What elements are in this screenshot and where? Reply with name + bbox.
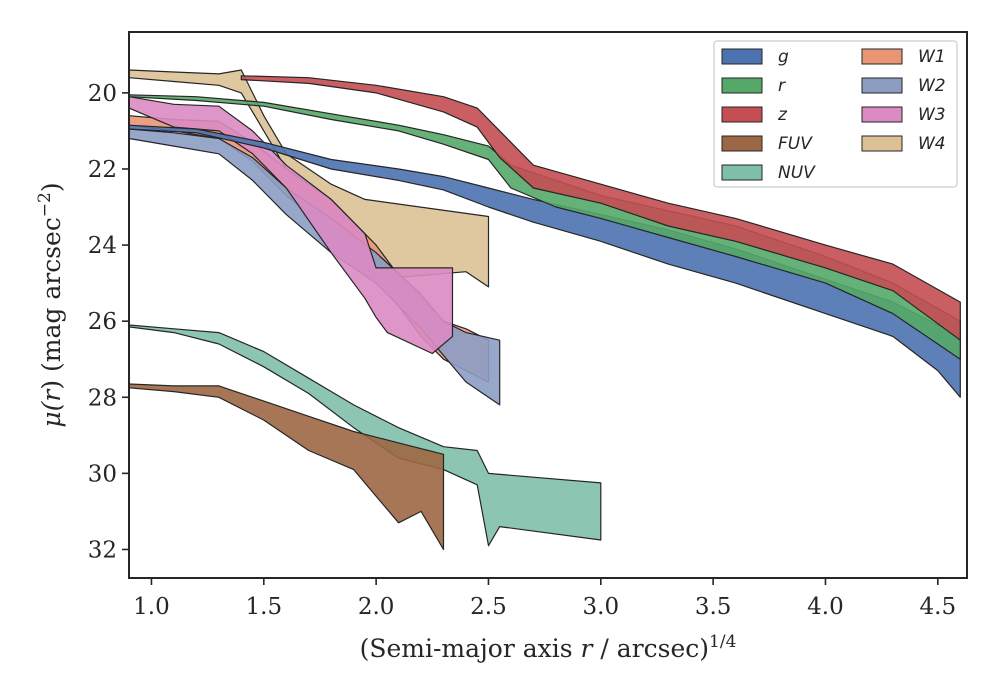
x-tick-label: 2.5 <box>470 594 507 620</box>
x-axis-label-exponent: 1/4 <box>709 632 736 652</box>
y-axis-label: μ(r) (mag arcsec−2) <box>35 182 66 427</box>
y-tick-label: 28 <box>88 385 117 411</box>
legend-swatch-nuv <box>721 164 763 181</box>
x-axis-ticks: 1.0 1.5 2.0 2.5 3.0 3.5 4.0 4.5 <box>133 578 956 620</box>
legend-swatch-w4 <box>861 135 903 152</box>
x-tick-label: 3.5 <box>695 594 732 620</box>
x-tick-label: 3.0 <box>583 594 620 620</box>
y-axis-label-close: ) <box>37 182 66 192</box>
legend-label-r: r <box>778 76 786 96</box>
legend-label-w1: W1 <box>918 47 946 67</box>
legend-label-g: g <box>778 47 789 67</box>
legend-swatch-g <box>721 48 763 65</box>
band-z <box>240 75 961 341</box>
y-axis-label-exponent: −2 <box>35 192 55 217</box>
x-tick-label: 1.0 <box>133 594 170 620</box>
legend-label-nuv: NUV <box>778 163 816 183</box>
y-axis-label-tail: ) (mag arcsec <box>37 217 66 390</box>
legend-swatch-z <box>721 106 763 123</box>
x-tick-label: 4.5 <box>920 594 957 620</box>
x-tick-label: 2.0 <box>358 594 395 620</box>
y-tick-label: 30 <box>88 461 117 487</box>
legend-swatch-fuv <box>721 135 763 152</box>
profile-bands <box>129 69 961 551</box>
x-tick-label: 4.0 <box>807 594 844 620</box>
legend-swatch-r <box>721 77 763 94</box>
band-w2 <box>129 128 501 406</box>
y-axis-ticks: 20 22 24 26 28 30 32 <box>88 81 129 563</box>
y-axis-label-main: μ( <box>37 400 66 427</box>
x-axis-label: (Semi-major axis r / arcsec)1/4 <box>360 632 737 663</box>
band-nuv <box>129 324 602 547</box>
legend-swatch-w1 <box>861 48 903 65</box>
y-tick-label: 32 <box>88 537 117 563</box>
band-fuv <box>129 383 445 551</box>
y-tick-label: 22 <box>88 157 117 183</box>
y-tick-label: 26 <box>88 309 117 335</box>
x-axis-label-tail: / arcsec) <box>592 634 709 663</box>
band-r <box>129 94 961 360</box>
legend-label-fuv: FUV <box>778 134 813 154</box>
legend-swatch-w3 <box>861 106 903 123</box>
legend-swatch-w2 <box>861 77 903 94</box>
x-tick-label: 1.5 <box>246 594 283 620</box>
legend-label-w3: W3 <box>918 105 946 125</box>
legend: grz FUV NUV W1 W2 W3 W4 <box>713 40 958 188</box>
band-g <box>129 124 961 398</box>
y-tick-label: 20 <box>88 81 117 107</box>
plot-frame <box>128 31 968 579</box>
legend-label-z: z <box>777 105 788 125</box>
y-tick-label: 24 <box>88 233 117 259</box>
legend-label-w2: W2 <box>918 76 946 96</box>
y-axis-label-variable: r <box>37 388 66 402</box>
x-axis-label-variable: r <box>581 634 595 663</box>
legend-label-w4: W4 <box>918 134 946 154</box>
x-axis-label-main: (Semi-major axis <box>360 634 581 663</box>
legend-items: grz FUV NUV W1 W2 W3 W4 <box>721 47 946 183</box>
